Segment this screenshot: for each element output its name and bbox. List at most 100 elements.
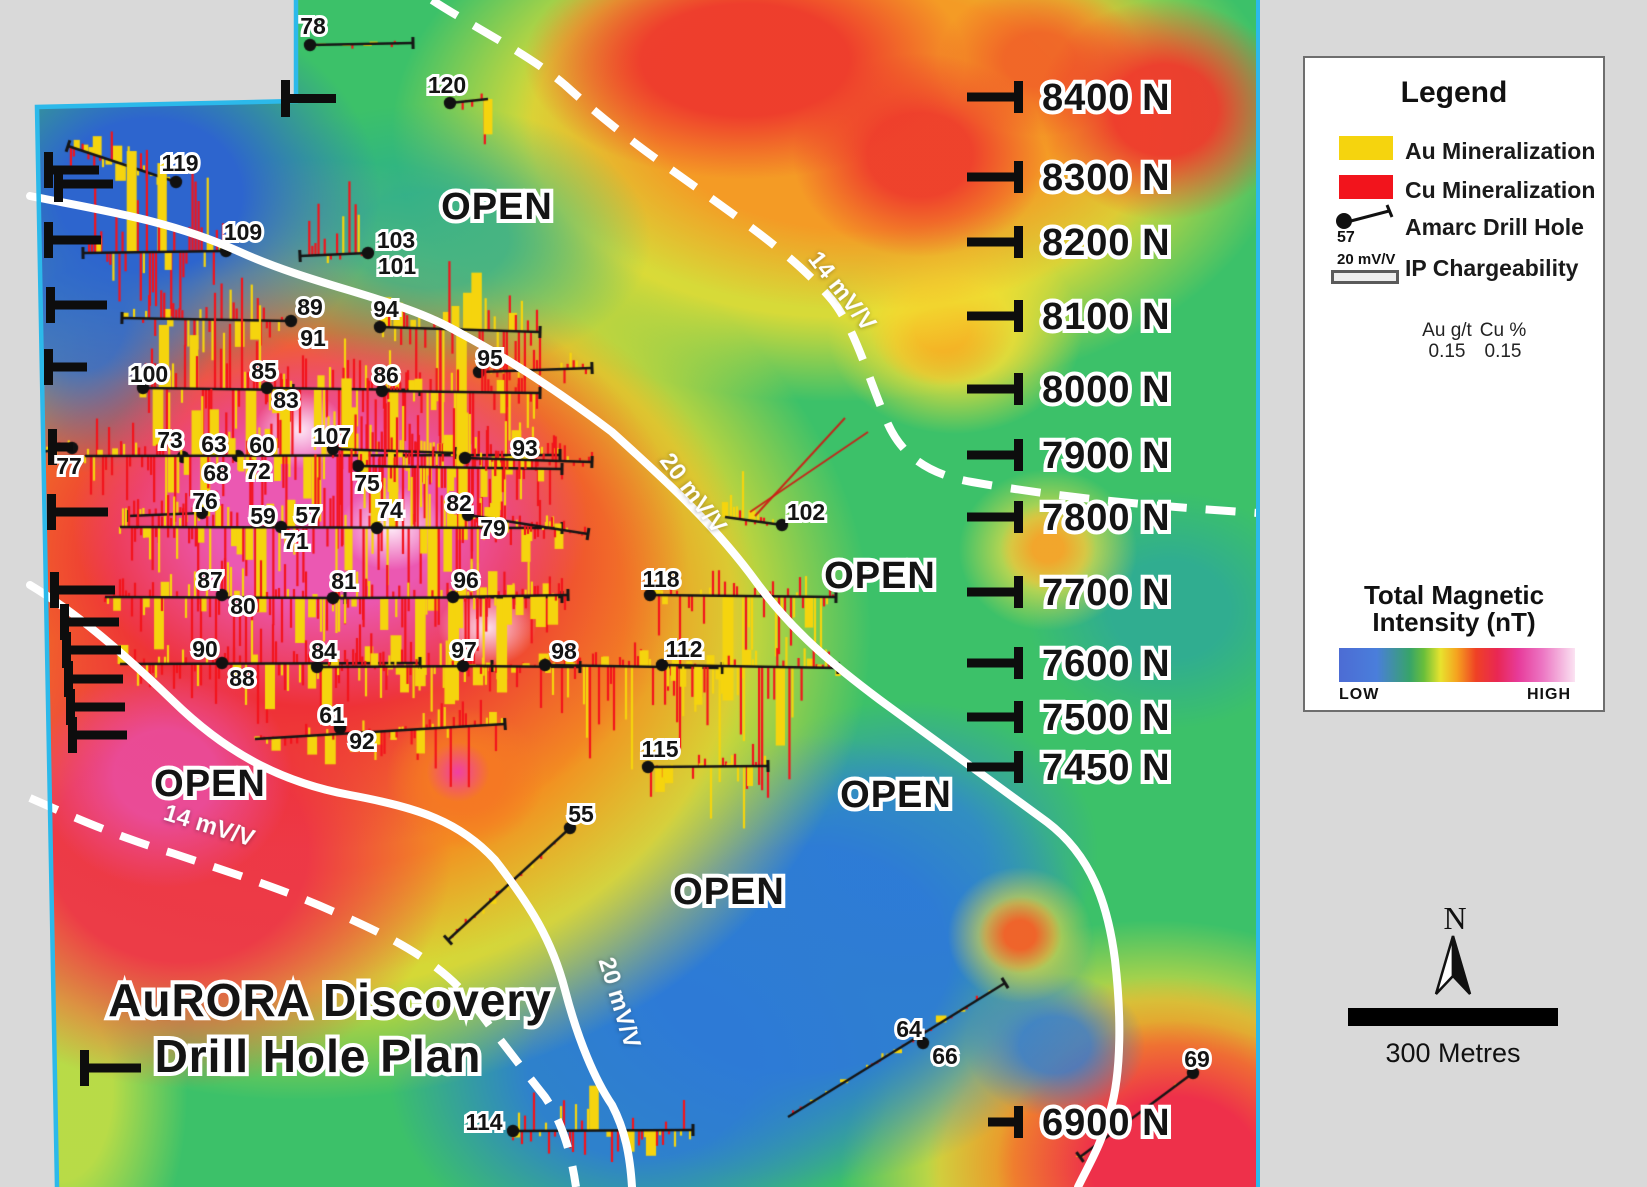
- au-swatch-icon: [1339, 136, 1393, 160]
- grid-tick-west: [44, 222, 53, 258]
- grid-tick-east: [1014, 373, 1023, 405]
- grid-tick-east: [967, 311, 1023, 321]
- scale-bar: [1348, 1008, 1558, 1026]
- legend-cu-label: Cu Mineralization: [1405, 177, 1596, 203]
- grid-tick-east: [967, 587, 1023, 597]
- grid-tick-east: [1014, 300, 1023, 332]
- grid-tick-west: [57, 442, 73, 452]
- drill-hole-label: 107: [313, 423, 351, 449]
- drill-hole-label: 75: [354, 470, 380, 496]
- grid-tick-east: [1014, 1106, 1023, 1138]
- drill-hole-label: 83: [273, 387, 299, 413]
- drill-hole-label: 71: [283, 528, 309, 554]
- north-arrow-label: N: [1443, 900, 1467, 936]
- drill-hole-label: 94: [373, 296, 399, 322]
- northing-label: 7700 N: [1042, 572, 1171, 614]
- drill-hole-label: 72: [245, 458, 271, 484]
- grid-tick-west: [64, 661, 73, 697]
- drill-hole-label: 112: [665, 636, 702, 662]
- grid-tick-west: [48, 429, 57, 465]
- grid-tick-west: [44, 349, 53, 385]
- northing-label: 8400 N: [1042, 77, 1171, 119]
- northing-label: 8000 N: [1042, 369, 1171, 411]
- grid-tick-west: [66, 689, 75, 725]
- assay-cu-value: 0.15: [1484, 341, 1522, 362]
- ip-symbol-value: 20 mV/V: [1337, 251, 1396, 268]
- grid-tick-east: [967, 92, 1023, 102]
- drill-hole-label: 57: [295, 502, 321, 528]
- claim-boundary: [34, 0, 299, 1187]
- grid-tick-east: [1014, 576, 1023, 608]
- drill-hole-label: 120: [428, 72, 466, 98]
- open-label: OPEN: [441, 186, 553, 228]
- ip-contour-14-north: [429, 0, 1259, 517]
- drill-hole-label: 78: [300, 13, 326, 39]
- drill-hole-label: 66: [932, 1043, 958, 1069]
- drill-hole-label: 87: [197, 567, 223, 593]
- grid-tick-west: [80, 1050, 89, 1086]
- drill-hole-label: 68: [203, 460, 229, 486]
- cu-swatch-icon: [1339, 175, 1393, 199]
- grid-tick-east: [1014, 647, 1023, 679]
- drill-hole-label: 102: [787, 499, 825, 525]
- grid-tick-west: [69, 617, 119, 627]
- grid-tick-east: [967, 237, 1023, 247]
- grid-tick-east: [988, 1117, 1023, 1127]
- ip-contour-20-west: [26, 581, 636, 1187]
- legend-au-label: Au Mineralization: [1405, 138, 1596, 164]
- grid-tick-west: [53, 235, 101, 245]
- northing-label: 7500 N: [1042, 697, 1171, 739]
- ip-contour-20-east: [26, 192, 1124, 1187]
- open-label: OPEN: [824, 555, 936, 597]
- grid-tick-west: [60, 604, 69, 640]
- contour-value-label: 14 mV/V: [803, 246, 882, 336]
- ip-contour-14-south: [28, 794, 580, 1187]
- drill-hole-label: 85: [251, 358, 277, 384]
- open-label: OPEN: [673, 871, 785, 913]
- grid-tick-east: [967, 450, 1023, 460]
- northing-label: 6900 N: [1042, 1102, 1171, 1144]
- drill-hole-label: 80: [230, 593, 256, 619]
- open-label: OPEN: [840, 774, 952, 816]
- drill-hole-label: 119: [161, 150, 198, 176]
- drill-hole-label: 86: [373, 362, 399, 388]
- grid-tick-north: [290, 94, 336, 103]
- assay-cu-header: Cu %: [1479, 320, 1527, 341]
- map-title-line1: AuRORA Discovery: [108, 974, 552, 1026]
- tmi-colorbar: [1339, 648, 1575, 682]
- grid-tick-east: [1014, 81, 1023, 113]
- grid-tick-west: [68, 717, 77, 753]
- drill-hole-label: 60: [249, 432, 275, 458]
- north-arrow: N: [1400, 900, 1510, 1010]
- grid-tick-east: [967, 762, 1023, 772]
- grid-tick-west: [54, 166, 63, 202]
- northing-label: 8100 N: [1042, 296, 1171, 338]
- drill-hole-label: 96: [453, 567, 479, 593]
- northing-label: 7800 N: [1042, 497, 1171, 539]
- grid-tick-east: [1014, 501, 1023, 533]
- grid-tick-west: [77, 730, 127, 740]
- grid-tick-west: [53, 362, 87, 372]
- legend-title: Legend: [1400, 76, 1508, 109]
- drill-hole-label: 82: [446, 490, 472, 516]
- ip-chargeability-icon: [1331, 270, 1399, 284]
- contour-value-label: 20 mV/V: [593, 954, 646, 1051]
- grid-tick-north: [281, 80, 290, 117]
- grid-tick-east: [967, 512, 1023, 522]
- drill-hole-label: 81: [331, 568, 357, 594]
- grid-tick-west: [73, 674, 123, 684]
- drill-hole-label: 103: [377, 227, 415, 253]
- drill-hole-label: 97: [451, 637, 477, 663]
- drill-hole-label: 93: [512, 435, 538, 461]
- drill-hole-label: 76: [192, 488, 218, 514]
- drill-hole-label: 95: [477, 345, 503, 371]
- legend-panel: Legend Au Mineralization Cu Mineralizati…: [1303, 56, 1605, 712]
- grid-tick-west: [44, 152, 53, 188]
- drill-hole-label: 100: [130, 361, 168, 387]
- grid-tick-west: [89, 1063, 141, 1073]
- northing-label: 7900 N: [1042, 435, 1171, 477]
- contour-value-label: 14 mV/V: [161, 799, 258, 852]
